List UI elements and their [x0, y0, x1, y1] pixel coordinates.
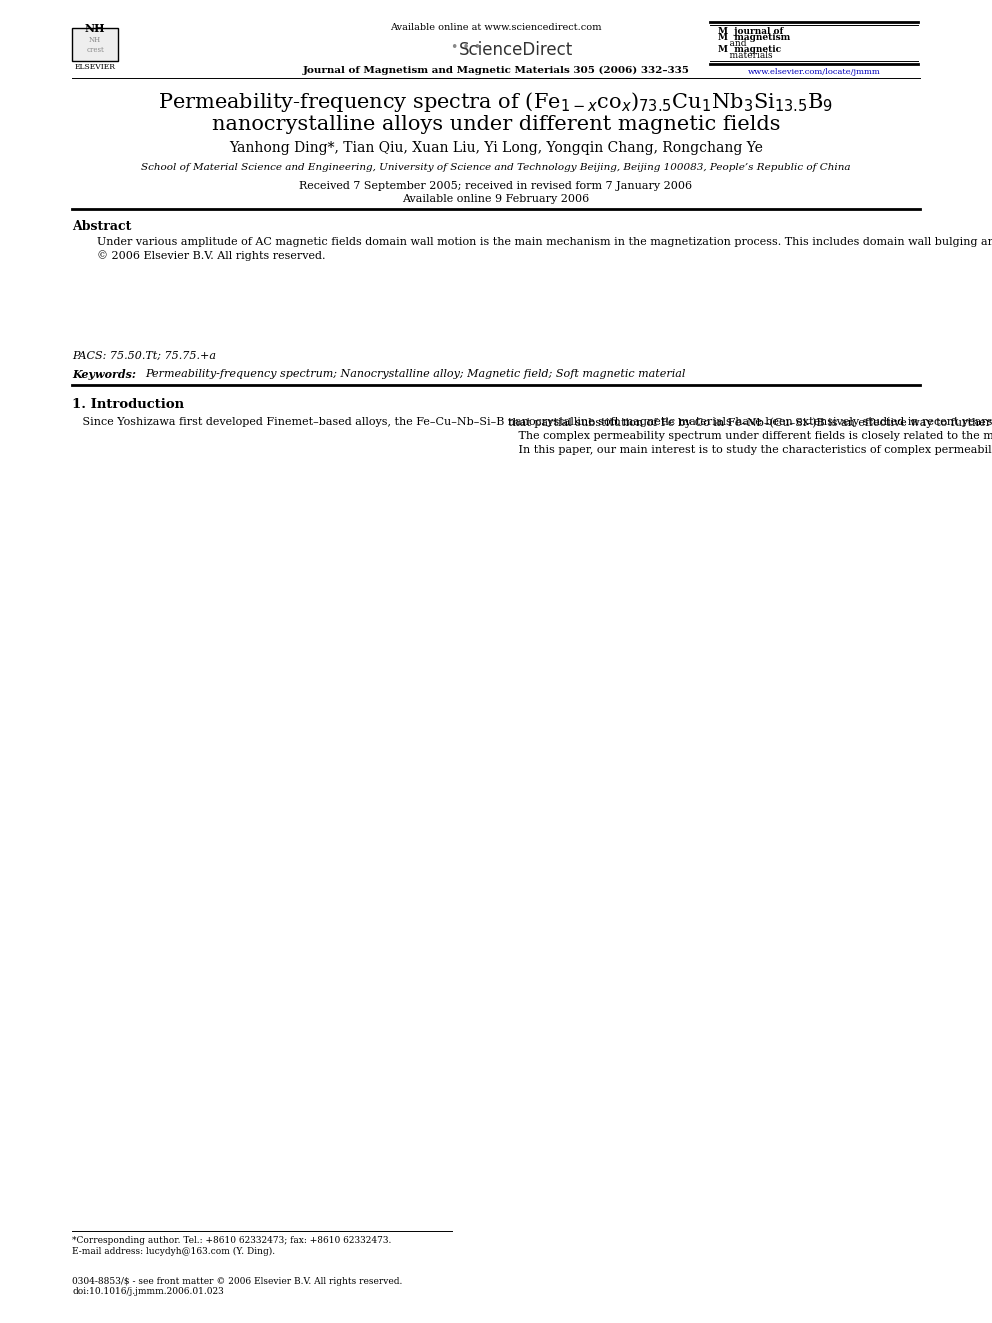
Text: nanocrystalline alloys under different magnetic fields: nanocrystalline alloys under different m…	[211, 115, 781, 134]
Text: School of Material Science and Engineering, University of Science and Technology: School of Material Science and Engineeri…	[141, 163, 851, 172]
Text: ScienceDirect: ScienceDirect	[459, 41, 573, 60]
Text: M  magnetic: M magnetic	[718, 45, 781, 54]
Text: and: and	[718, 38, 747, 48]
Text: Journal of Magnetism and Magnetic Materials 305 (2006) 332–335: Journal of Magnetism and Magnetic Materi…	[303, 66, 689, 75]
Text: Yanhong Ding*, Tian Qiu, Xuan Liu, Yi Long, Yongqin Chang, Rongchang Ye: Yanhong Ding*, Tian Qiu, Xuan Liu, Yi Lo…	[229, 142, 763, 155]
FancyBboxPatch shape	[72, 28, 118, 61]
Text: PACS: 75.50.Tt; 75.75.+a: PACS: 75.50.Tt; 75.75.+a	[72, 351, 216, 361]
Text: Available online 9 February 2006: Available online 9 February 2006	[403, 194, 589, 204]
Text: NH: NH	[84, 22, 105, 34]
Text: M  magnetism: M magnetism	[718, 33, 791, 42]
Text: M  journal of: M journal of	[718, 26, 784, 36]
Text: *Corresponding author. Tel.: +8610 62332473; fax: +8610 62332473.
E-mail address: *Corresponding author. Tel.: +8610 62332…	[72, 1236, 392, 1256]
Text: Since Yoshizawa first developed Finemet–based alloys, the Fe–Cu–Nb–Si–B nanocrys: Since Yoshizawa first developed Finemet–…	[72, 417, 992, 427]
Text: • • •: • • •	[451, 41, 481, 54]
Text: Permeability-frequency spectra of (Fe$_{1-x}$co$_x$)$_{73.5}$Cu$_1$Nb$_3$Si$_{13: Permeability-frequency spectra of (Fe$_{…	[159, 90, 833, 114]
Text: Under various amplitude of AC magnetic fields domain wall motion is the main mec: Under various amplitude of AC magnetic f…	[97, 235, 992, 261]
Text: Available online at www.sciencedirect.com: Available online at www.sciencedirect.co…	[390, 22, 602, 32]
Text: ELSEVIER: ELSEVIER	[74, 64, 115, 71]
Text: 0304-8853/$ - see front matter © 2006 Elsevier B.V. All rights reserved.
doi:10.: 0304-8853/$ - see front matter © 2006 El…	[72, 1277, 403, 1297]
Text: Permeability-frequency spectrum; Nanocrystalline alloy; Magnetic field; Soft mag: Permeability-frequency spectrum; Nanocry…	[145, 369, 685, 378]
Text: NH
crest: NH crest	[86, 37, 104, 54]
Text: Received 7 September 2005; received in revised form 7 January 2006: Received 7 September 2005; received in r…	[300, 181, 692, 191]
Text: that partial substitution of Fe by Co in Fe–Nb–(Cu–Si–)B is an effective way to : that partial substitution of Fe by Co in…	[509, 417, 992, 455]
Text: materials: materials	[718, 52, 773, 60]
Text: Abstract: Abstract	[72, 220, 131, 233]
Text: Keywords:: Keywords:	[72, 369, 136, 380]
Text: www.elsevier.com/locate/jmmm: www.elsevier.com/locate/jmmm	[748, 67, 880, 75]
Text: 1. Introduction: 1. Introduction	[72, 398, 185, 411]
